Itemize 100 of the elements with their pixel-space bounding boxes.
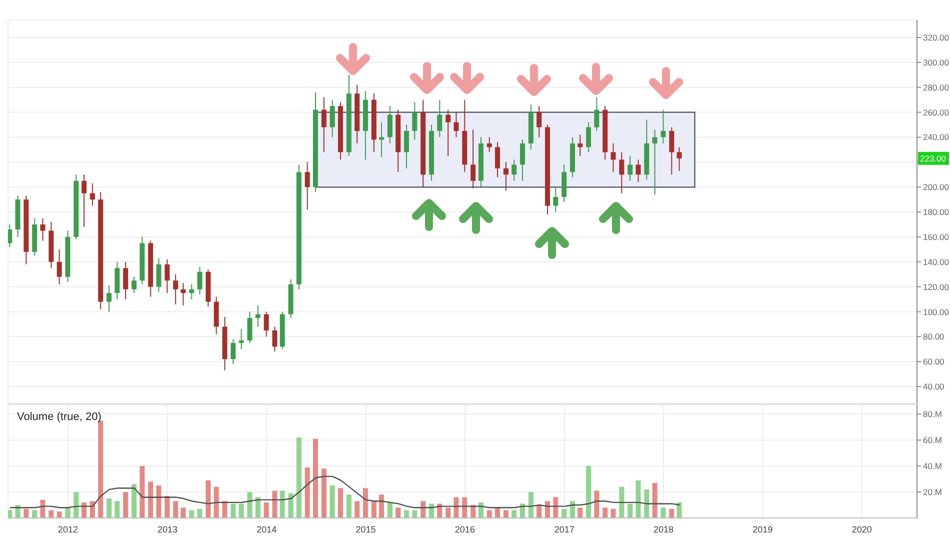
bar bbox=[247, 492, 252, 518]
bar bbox=[404, 510, 410, 518]
candlestick bbox=[321, 96, 326, 153]
bar bbox=[628, 504, 633, 518]
candlestick bbox=[82, 174, 87, 228]
bar bbox=[528, 492, 534, 518]
candlestick bbox=[404, 124, 410, 169]
bar bbox=[562, 508, 567, 518]
y-tick-label: 60.00 bbox=[923, 356, 945, 367]
x-tick-label: 2017 bbox=[554, 524, 574, 534]
annotation: 223.00 bbox=[920, 153, 946, 164]
bar bbox=[362, 488, 368, 518]
bar bbox=[214, 486, 219, 518]
bar bbox=[255, 497, 260, 518]
candlestick bbox=[304, 162, 310, 210]
bar bbox=[48, 510, 54, 518]
candlestick bbox=[553, 186, 558, 212]
candlestick bbox=[619, 152, 624, 194]
bar bbox=[545, 501, 550, 518]
candlestick bbox=[610, 142, 616, 173]
bar bbox=[189, 510, 194, 518]
x-tick-label: 2014 bbox=[256, 524, 277, 534]
bar bbox=[619, 486, 624, 518]
bar bbox=[173, 501, 178, 518]
candlestick bbox=[652, 129, 658, 196]
bar bbox=[594, 490, 600, 518]
y-tick-label: 300.00 bbox=[923, 57, 950, 68]
bar bbox=[578, 508, 583, 518]
bar bbox=[676, 502, 682, 518]
candlestick bbox=[164, 258, 170, 294]
x-tick-label: 2013 bbox=[157, 524, 178, 534]
bar bbox=[106, 498, 112, 518]
candlestick bbox=[636, 159, 641, 183]
bar bbox=[338, 488, 343, 518]
candlestick bbox=[503, 162, 508, 192]
bar bbox=[454, 497, 459, 518]
candlestick bbox=[90, 182, 95, 206]
candlestick bbox=[238, 328, 244, 350]
candlestick bbox=[578, 134, 583, 156]
candlestick bbox=[586, 122, 592, 153]
y-tick-label: 240.00 bbox=[923, 132, 950, 142]
bar bbox=[164, 496, 170, 518]
y-tick-label: 200.00 bbox=[923, 182, 950, 192]
bar bbox=[412, 510, 418, 518]
bar bbox=[644, 489, 650, 518]
candlestick bbox=[437, 99, 442, 138]
bar bbox=[387, 502, 392, 518]
candlestick bbox=[470, 129, 476, 189]
bar bbox=[230, 504, 236, 518]
candlestick bbox=[180, 282, 186, 306]
candlestick bbox=[156, 258, 162, 292]
candlestick bbox=[669, 126, 674, 176]
y-tick-label: 80.00 bbox=[923, 332, 945, 342]
bar bbox=[264, 502, 269, 518]
bar bbox=[446, 508, 451, 518]
bar bbox=[396, 508, 401, 518]
bar bbox=[123, 492, 128, 518]
bar bbox=[222, 501, 228, 518]
bar bbox=[486, 510, 492, 518]
bar bbox=[371, 501, 376, 518]
candlestick bbox=[387, 106, 392, 144]
candlestick bbox=[412, 102, 418, 140]
bar bbox=[32, 510, 38, 518]
y-tick-label: 120.00 bbox=[923, 282, 950, 292]
bar bbox=[570, 501, 575, 518]
bar bbox=[420, 501, 426, 518]
candlestick bbox=[272, 326, 278, 352]
bar bbox=[74, 492, 79, 518]
y-tick-label: 180.00 bbox=[923, 207, 950, 218]
candlestick bbox=[594, 96, 600, 132]
candlestick bbox=[536, 106, 542, 138]
candlestick bbox=[189, 284, 194, 300]
x-tick-label: 2019 bbox=[752, 524, 773, 534]
bar bbox=[346, 494, 352, 518]
y-tick-label: 320.00 bbox=[923, 32, 950, 42]
x-tick-label: 2016 bbox=[454, 524, 475, 534]
candlestick bbox=[495, 142, 500, 178]
candlestick bbox=[8, 224, 12, 248]
candlestick bbox=[197, 266, 202, 295]
bar bbox=[354, 501, 360, 518]
candlestick bbox=[454, 112, 459, 138]
bar bbox=[503, 510, 508, 518]
candlestick bbox=[486, 136, 492, 153]
bar bbox=[24, 508, 29, 518]
candlestick bbox=[379, 122, 384, 158]
bar bbox=[272, 490, 278, 518]
x-tick-label: 2018 bbox=[654, 524, 674, 534]
candlestick bbox=[520, 139, 526, 182]
bar bbox=[429, 504, 434, 518]
y-tick-label: 160.00 bbox=[923, 232, 950, 242]
candlestick bbox=[446, 109, 451, 156]
candlestick bbox=[123, 261, 128, 300]
bar bbox=[180, 508, 186, 518]
candlestick bbox=[255, 305, 260, 328]
y-tick-label: 260.00 bbox=[923, 107, 950, 118]
candlestick bbox=[264, 311, 269, 338]
bar bbox=[288, 493, 294, 518]
candlestick bbox=[132, 276, 137, 294]
candlestick bbox=[230, 338, 236, 365]
bar bbox=[495, 508, 500, 518]
